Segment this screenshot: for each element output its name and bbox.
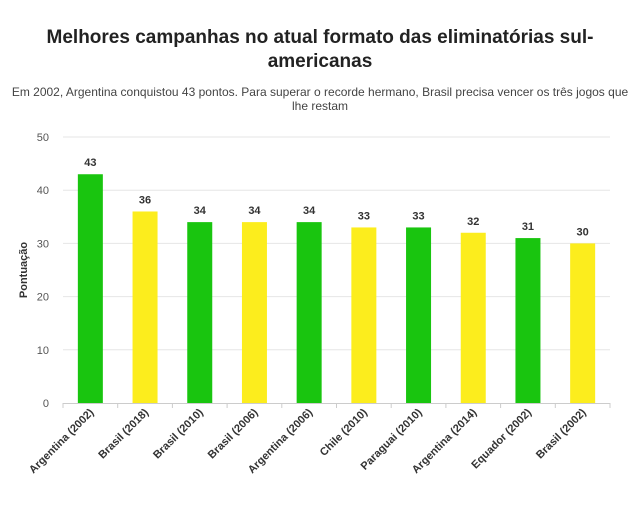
chart-title: Melhores campanhas no atual formato das … [46,27,594,72]
y-axis-ticks: 0 10 20 30 40 50 [37,132,49,410]
y-tick-label: 20 [37,292,49,304]
data-label: 31 [522,221,534,233]
bars [77,174,596,403]
bar [570,243,596,403]
y-axis-label: Pontuação [18,242,30,299]
y-tick-label: 50 [37,132,49,144]
y-tick-label: 30 [37,238,49,250]
category-label: Argentina (2002) [27,406,97,476]
data-label: 36 [139,194,151,206]
data-label: 34 [248,205,261,217]
data-label: 34 [303,205,316,217]
bar [515,238,541,403]
y-tick-label: 10 [37,345,49,357]
y-tick-label: 0 [43,398,49,410]
category-label: Chile (2010) [318,406,370,458]
category-labels: Argentina (2002) Brasil (2018) Brasil (201… [27,403,611,476]
y-tick-label: 40 [37,185,49,197]
chart-subtitle: Em 2002, Argentina conquistou 43 pontos.… [11,85,629,113]
bar [132,211,158,403]
data-labels: 43 36 34 34 34 33 33 32 31 30 [84,157,589,238]
data-label: 30 [577,226,589,238]
bar [351,227,377,403]
bar [77,174,103,403]
data-label: 33 [412,210,424,222]
category-label: Brasil (2002) [534,406,589,461]
bar [296,222,322,403]
category-label: Brasil (2006) [206,406,261,461]
bar [406,227,432,403]
category-label: Brasil (2010) [151,406,206,461]
category-label: Equador (2002) [469,406,534,471]
data-label: 34 [194,205,207,217]
bar [187,222,213,403]
data-label: 32 [467,216,479,228]
data-label: 33 [358,210,370,222]
bar [460,232,486,403]
category-label: Brasil (2018) [96,406,151,461]
bar [241,222,267,403]
data-label: 43 [84,157,96,169]
